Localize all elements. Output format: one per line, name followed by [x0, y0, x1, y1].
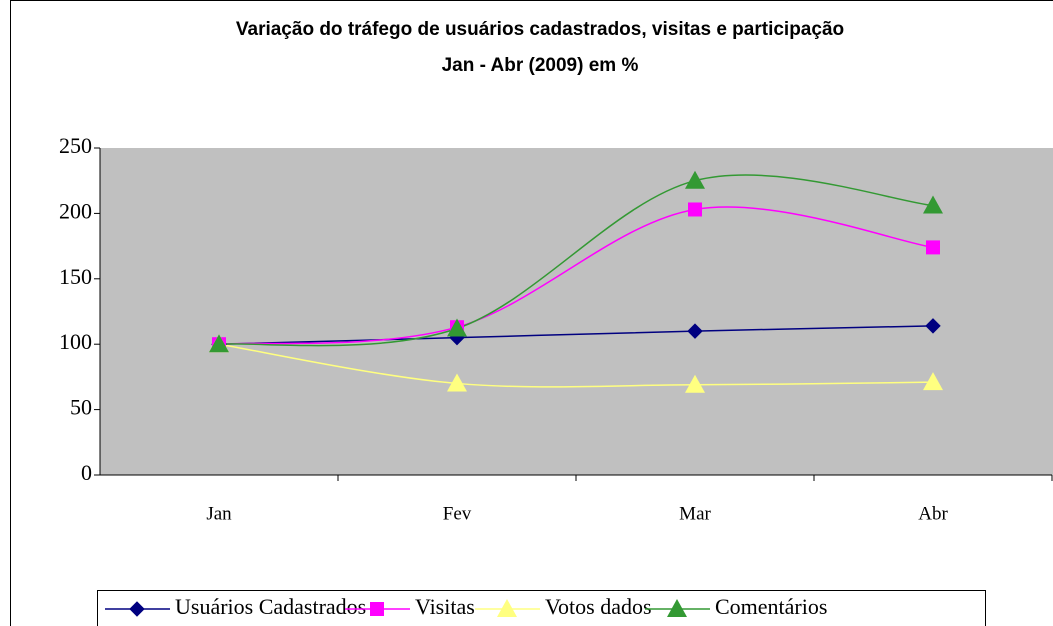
marker [923, 195, 943, 214]
legend-label: Comentários [715, 594, 827, 619]
marker [923, 372, 943, 391]
x-tick-label: Abr [918, 503, 948, 524]
marker [685, 374, 705, 393]
y-tick-label: 50 [70, 395, 92, 420]
marker [447, 373, 467, 392]
marker [926, 240, 940, 255]
series-line [218, 206, 934, 345]
marker [497, 599, 517, 617]
legend-label: Usuários Cadastrados [175, 594, 366, 619]
marker [687, 323, 703, 339]
legend-label: Votos dados [545, 594, 652, 619]
x-tick-label: Mar [679, 503, 711, 524]
chart-title: Variação do tráfego de usuários cadastra… [236, 19, 844, 40]
marker [688, 202, 702, 217]
marker [370, 602, 384, 616]
marker [447, 318, 467, 337]
y-tick-label: 250 [59, 133, 92, 158]
legend [97, 590, 986, 626]
y-tick-label: 150 [59, 264, 92, 289]
marker [209, 334, 229, 353]
marker [685, 170, 705, 189]
chart-subtitle: Jan - Abr (2009) em % [442, 55, 639, 76]
plot-area [100, 148, 1053, 475]
series-line [218, 325, 934, 345]
marker [925, 318, 941, 334]
y-tick-label: 100 [59, 329, 92, 354]
legend-label: Visitas [415, 594, 475, 619]
series-line [218, 174, 934, 347]
series-line [218, 343, 934, 388]
x-tick-label: Fev [443, 503, 472, 524]
x-tick-label: Jan [206, 503, 232, 524]
y-tick-label: 0 [81, 460, 92, 485]
marker [129, 601, 145, 617]
y-tick-label: 200 [59, 198, 92, 223]
marker [667, 599, 687, 617]
